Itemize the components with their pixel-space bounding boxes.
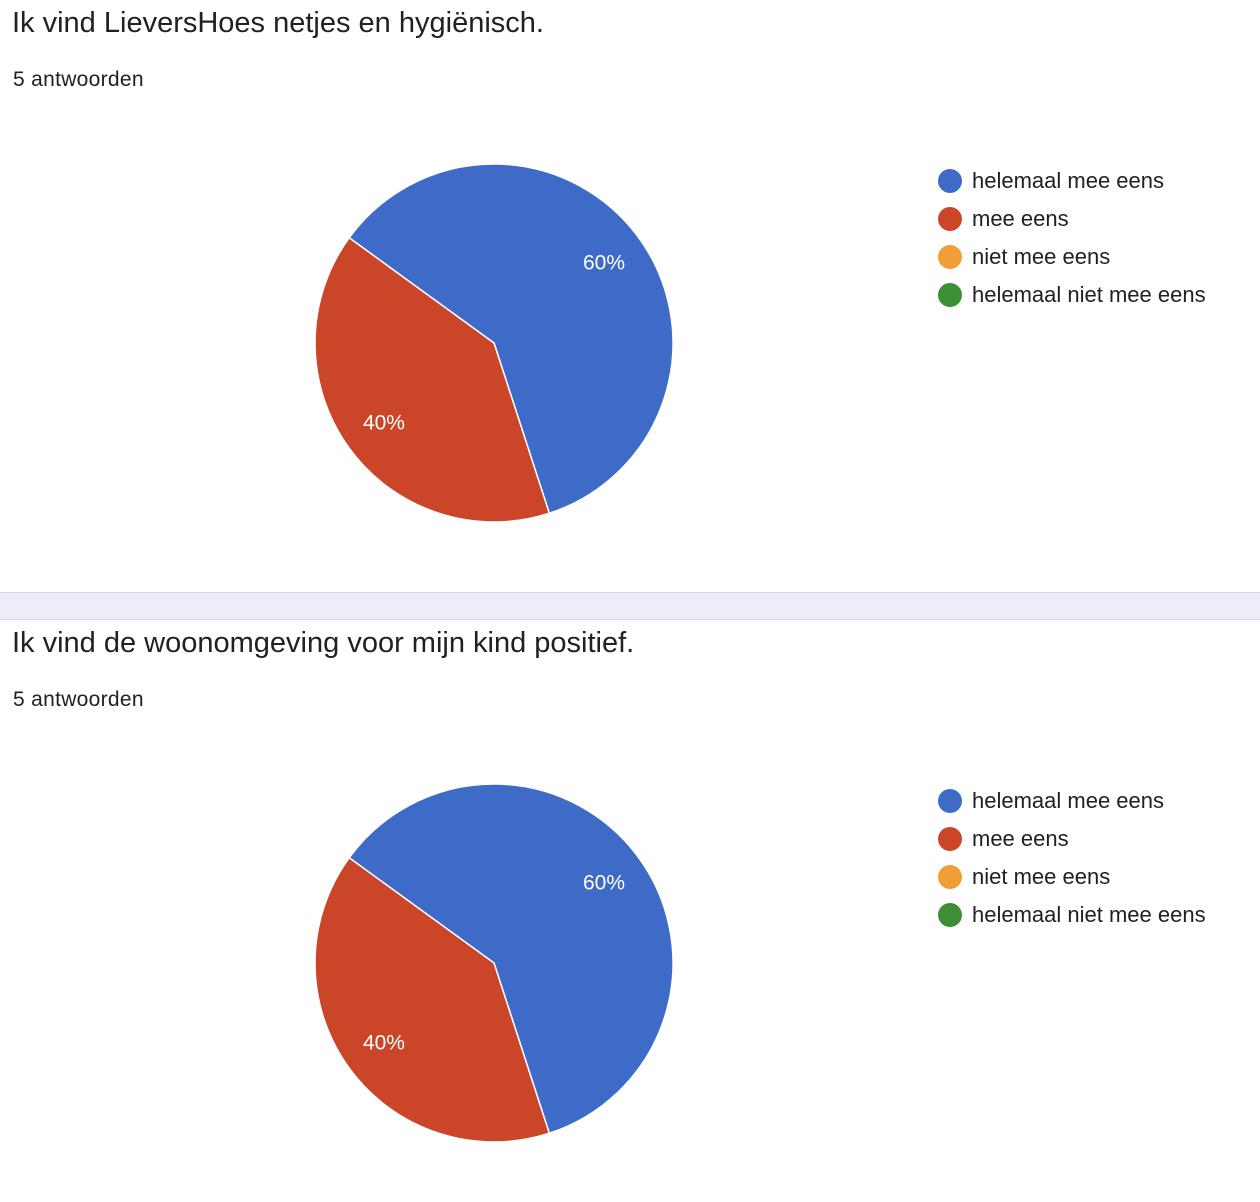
legend-label: mee eens	[972, 826, 1069, 851]
legend-label: mee eens	[972, 206, 1069, 231]
legend-label: helemaal niet mee eens	[972, 282, 1206, 307]
legend-swatch	[938, 169, 962, 193]
pie-slice-1[interactable]	[348, 163, 674, 515]
legend-swatch	[938, 903, 962, 927]
legend-label: helemaal mee eens	[972, 168, 1165, 193]
legend-label: niet mee eens	[972, 244, 1111, 269]
response-count: 5 antwoorden	[13, 68, 144, 91]
legend-item[interactable]: helemaal mee eens	[938, 782, 1206, 820]
pie-chart: 60% 40%	[314, 163, 674, 523]
question-card: Ik vind LieversHoes netjes en hygiënisch…	[0, 0, 1260, 592]
question-title: Ik vind de woonomgeving voor mijn kind p…	[12, 627, 635, 659]
legend-swatch	[938, 789, 962, 813]
legend-swatch	[938, 283, 962, 307]
legend-label: helemaal niet mee eens	[972, 902, 1206, 927]
pie-slice-1[interactable]	[348, 783, 674, 1135]
legend-label: helemaal mee eens	[972, 788, 1165, 813]
legend-item[interactable]: helemaal mee eens	[938, 162, 1206, 200]
slice-label: 60%	[583, 252, 625, 275]
chart-legend: helemaal mee eens mee eens niet mee eens he…	[938, 782, 1206, 934]
legend-item[interactable]: mee eens	[938, 820, 1206, 858]
legend-swatch	[938, 827, 962, 851]
question-card: Ik vind de woonomgeving voor mijn kind p…	[0, 620, 1260, 1202]
pie-chart: 60% 40%	[314, 783, 674, 1143]
response-count: 5 antwoorden	[13, 688, 144, 711]
legend-item[interactable]: mee eens	[938, 200, 1206, 238]
slice-label: 60%	[583, 872, 625, 895]
slice-label: 40%	[363, 411, 405, 434]
chart-legend: helemaal mee eens mee eens niet mee eens he…	[938, 162, 1206, 314]
legend-item[interactable]: niet mee eens	[938, 238, 1206, 276]
legend-item[interactable]: niet mee eens	[938, 858, 1206, 896]
pie-slice-2[interactable]	[314, 236, 551, 523]
legend-swatch	[938, 245, 962, 269]
legend-item[interactable]: helemaal niet mee eens	[938, 276, 1206, 314]
legend-item[interactable]: helemaal niet mee eens	[938, 896, 1206, 934]
legend-swatch	[938, 207, 962, 231]
question-title: Ik vind LieversHoes netjes en hygiënisch…	[12, 7, 544, 39]
pie-slice-2[interactable]	[314, 856, 551, 1143]
legend-label: niet mee eens	[972, 864, 1111, 889]
card-separator	[0, 592, 1260, 620]
slice-label: 40%	[363, 1031, 405, 1054]
legend-swatch	[938, 865, 962, 889]
